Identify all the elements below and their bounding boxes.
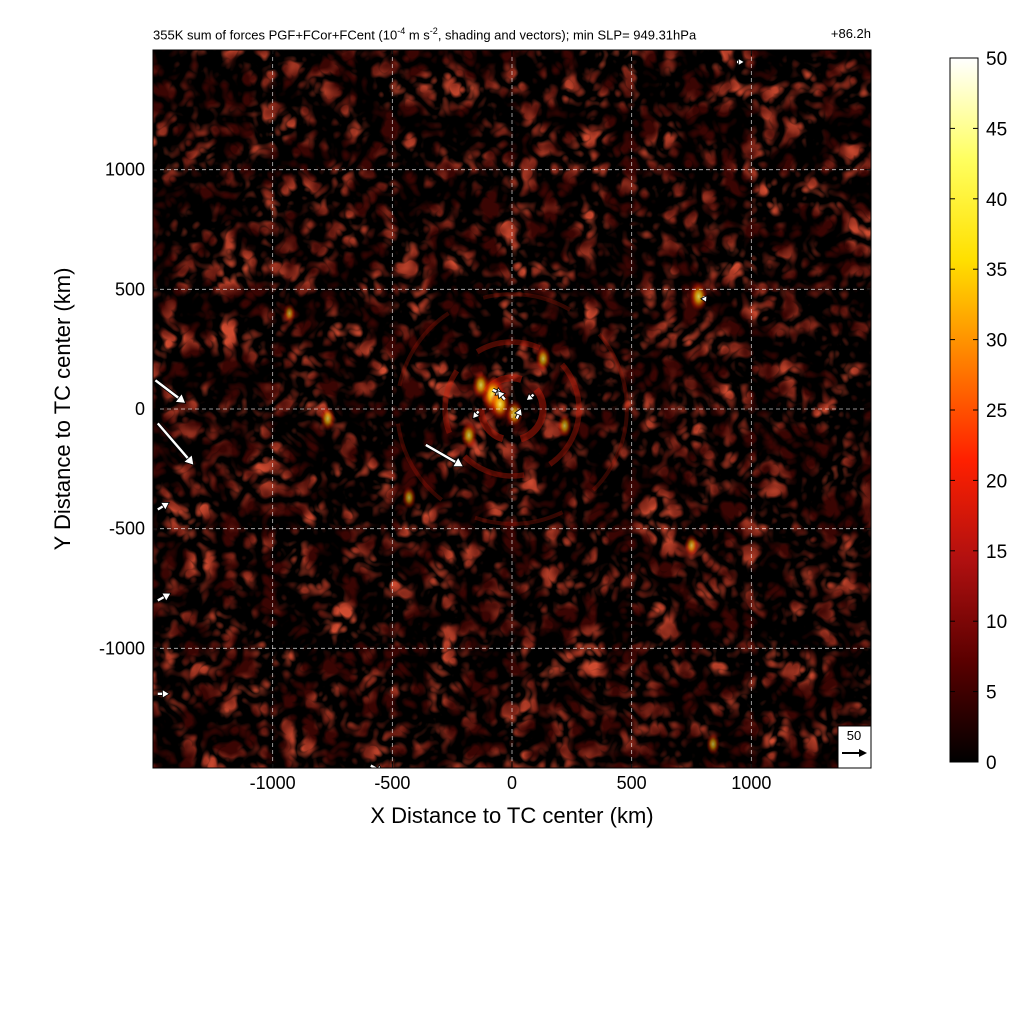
force-vector-shaft [157, 505, 164, 511]
spiral-band [442, 339, 582, 479]
force-vector-head [525, 392, 535, 401]
reference-vector-arrow-head [859, 749, 867, 757]
force-vector-shaft [156, 422, 189, 460]
colorbar-tick-label: 0 [986, 753, 997, 774]
y-tick-label: -1000 [99, 638, 145, 658]
x-tick-label: 0 [507, 773, 517, 793]
force-vectors [154, 57, 745, 768]
force-vector-head [161, 592, 172, 602]
heatmap-hotspot [460, 421, 478, 449]
colorbar-tick-label: 45 [986, 119, 1007, 140]
force-vector-head [183, 454, 195, 466]
heatmap-hotspot [472, 370, 490, 400]
force-vector-shaft [370, 764, 378, 768]
reference-vector-label: 50 [847, 728, 861, 743]
plot-area [153, 50, 871, 768]
colorbar-tick-label: 35 [986, 260, 1007, 281]
spiral-band [477, 374, 547, 444]
force-vector-shaft [425, 443, 457, 464]
force-vector [525, 392, 535, 401]
x-tick-label: 1000 [731, 773, 771, 793]
force-vector [157, 688, 171, 699]
force-vector [156, 422, 195, 466]
force-vector-head [377, 764, 382, 768]
force-vector [154, 378, 187, 404]
heatmap-hotspots [283, 281, 720, 756]
chart-title: 355K sum of forces PGF+FCor+FCent (10-4 … [153, 26, 697, 43]
heatmap-hotspot [489, 387, 511, 422]
force-vector-shaft [530, 393, 535, 398]
force-vector [736, 57, 745, 67]
force-vector [700, 295, 708, 303]
force-vector-head [162, 688, 171, 699]
chart-title-row: 355K sum of forces PGF+FCor+FCent (10-4 … [153, 26, 871, 44]
colorbar-tick-label: 30 [986, 331, 1007, 352]
x-tick-label: -500 [374, 773, 410, 793]
x-axis-label: X Distance to TC center (km) [370, 803, 653, 828]
force-vector-shaft [501, 395, 506, 401]
x-axis-ticks: -1000 -500 0 500 1000 [250, 50, 771, 793]
colorbar-tick-label: 10 [986, 612, 1007, 633]
force-vector [156, 592, 172, 603]
heatmap-hotspot [535, 346, 551, 372]
force-vector [513, 407, 523, 420]
x-tick-label: 500 [617, 773, 647, 793]
force-vector-head [700, 295, 708, 303]
force-vector-shaft [157, 595, 165, 602]
heatmap-hotspot [689, 281, 709, 312]
grid-lines [153, 50, 871, 768]
force-vector [472, 410, 481, 420]
heatmap-hotspot [505, 399, 524, 429]
heatmap-hotspot [557, 413, 572, 438]
y-axis-label: Y Distance to TC center (km) [50, 268, 75, 551]
x-tick-label: -1000 [250, 773, 296, 793]
y-tick-label: 0 [135, 399, 145, 419]
force-vector-head [174, 392, 187, 404]
heatmap-hotspot [283, 303, 296, 324]
colorbar-tick-label: 15 [986, 542, 1007, 563]
force-vector-head [472, 410, 481, 420]
reference-vector-frame [837, 725, 872, 769]
heatmap-hotspot [319, 405, 336, 432]
force-vector-head [513, 407, 523, 417]
force-vector-shaft [492, 388, 498, 393]
force-vector-head [737, 57, 745, 67]
heatmap-hotspot [684, 533, 699, 557]
force-vector [497, 390, 507, 401]
force-vector [369, 763, 382, 768]
force-vector-head [452, 456, 464, 468]
force-vector-shaft [515, 414, 520, 420]
force-vector [156, 501, 170, 512]
spiral-bands [395, 292, 629, 526]
colorbar-tick-label: 20 [986, 471, 1007, 492]
forecast-time-label: +86.2h [830, 26, 871, 41]
colorbar-tick-label: 50 [986, 49, 1007, 70]
y-tick-label: -500 [109, 519, 145, 539]
colorbar-ticks: 0 5 10 15 20 25 30 35 40 45 50 [950, 49, 1007, 774]
y-tick-label: 500 [115, 279, 145, 299]
colorbar-tick-label: 40 [986, 190, 1007, 211]
force-vector-shaft [475, 410, 480, 415]
heatmap-hotspot [402, 486, 417, 509]
colorbar-tick-label: 5 [986, 683, 997, 704]
y-axis-ticks: -1000 -500 0 500 1000 [99, 160, 871, 658]
heatmap-hotspot [706, 733, 720, 756]
y-tick-label: 1000 [105, 160, 145, 180]
force-vector-shaft [154, 379, 180, 399]
colorbar-tick-label: 25 [986, 401, 1007, 422]
spiral-band [395, 292, 629, 526]
force-vector-head [159, 501, 170, 511]
force-vector [424, 443, 464, 468]
reference-vector-box: 50 [837, 725, 872, 769]
force-vector-head [497, 390, 506, 400]
